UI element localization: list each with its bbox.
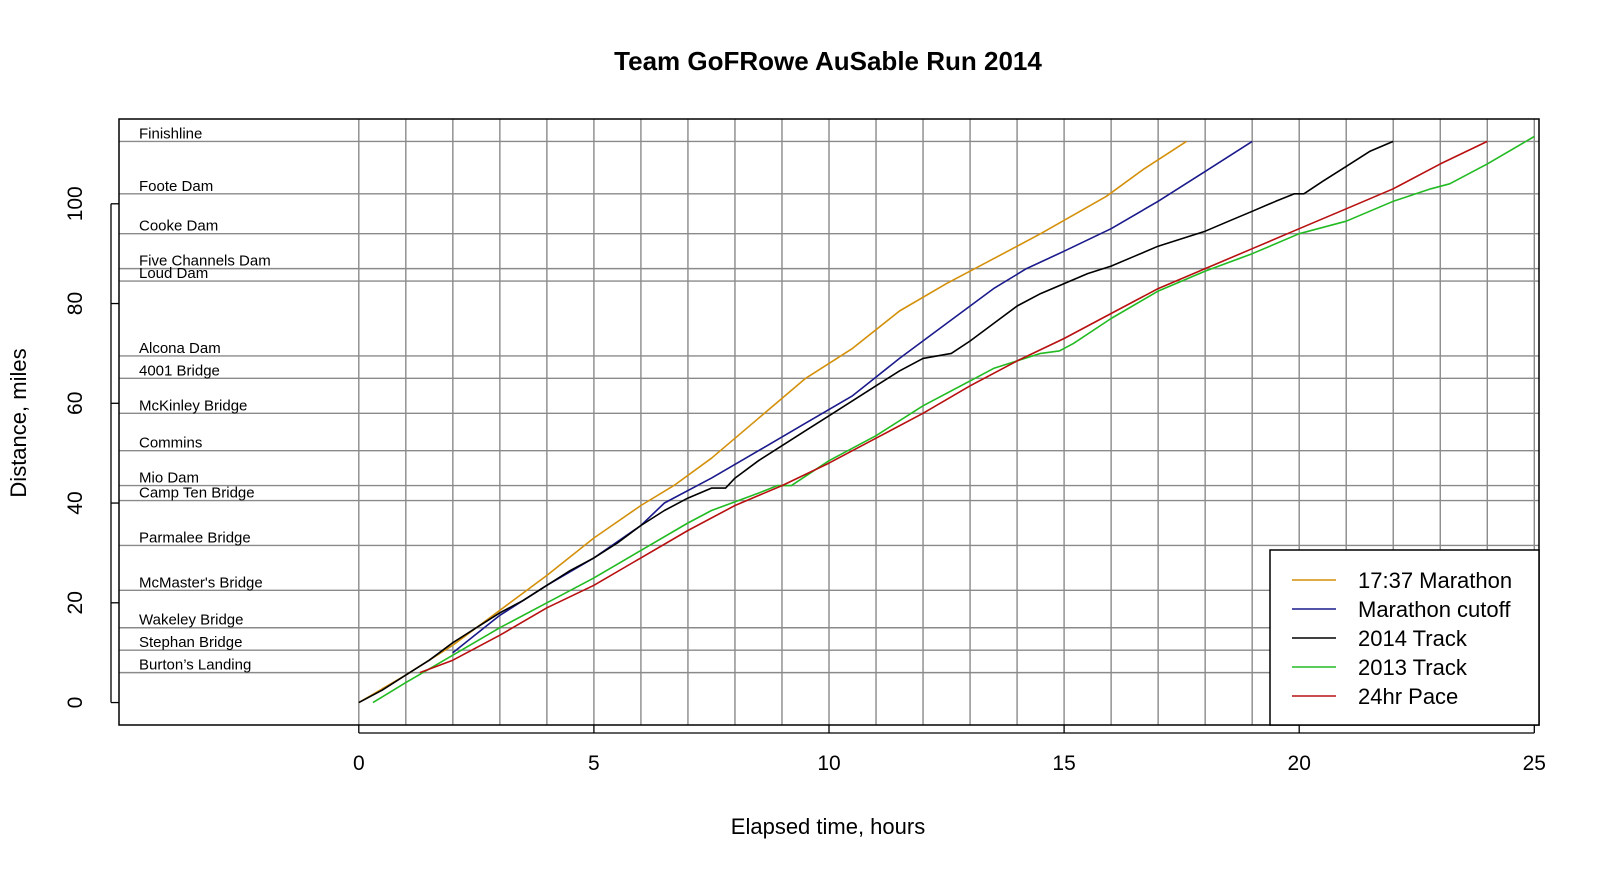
y-axis-ticks: 0 20 40 60 80 100 — [64, 186, 119, 708]
landmark-label: Commins — [139, 435, 202, 452]
landmark-label: McKinley Bridge — [139, 397, 247, 414]
landmark-label: McMaster's Bridge — [139, 574, 263, 591]
landmark-label: Alcona Dam — [139, 340, 221, 357]
legend-label: Marathon cutoff — [1358, 597, 1511, 622]
landmark-label: Camp Ten Bridge — [139, 485, 255, 502]
y-tick-label: 100 — [64, 186, 87, 221]
y-tick-label: 80 — [64, 292, 87, 315]
landmark-labels: Finishline Foote Dam Cooke Dam Five Channel… — [119, 125, 1539, 674]
legend-label: 17:37 Marathon — [1358, 568, 1512, 593]
y-tick-label: 0 — [64, 697, 87, 709]
landmark-label: Stephan Bridge — [139, 634, 242, 651]
landmark-label: Cooke Dam — [139, 218, 218, 235]
landmark-label: Burton’s Landing — [139, 657, 251, 674]
legend-label: 2014 Track — [1358, 626, 1468, 651]
series-line-3 — [358, 140, 1394, 704]
series-line-5 — [419, 140, 1488, 674]
x-tick-label: 25 — [1523, 752, 1546, 775]
landmark-label: Loud Dam — [139, 265, 208, 282]
y-tick-label: 60 — [64, 392, 87, 415]
legend-label: 24hr Pace — [1358, 684, 1458, 709]
landmark-label: Wakeley Bridge — [139, 612, 244, 629]
x-axis-label: Elapsed time, hours — [731, 814, 925, 839]
data-series — [358, 135, 1535, 704]
landmark-label: Finishline — [139, 125, 202, 142]
x-tick-label: 20 — [1288, 752, 1311, 775]
x-tick-label: 15 — [1052, 752, 1075, 775]
y-tick-label: 20 — [64, 591, 87, 614]
legend-label: 2013 Track — [1358, 655, 1468, 680]
landmark-label: Foote Dam — [139, 178, 213, 195]
legend: 17:37 Marathon Marathon cutoff 2014 Track 2… — [1269, 549, 1540, 726]
x-tick-label: 5 — [588, 752, 600, 775]
y-tick-label: 40 — [64, 491, 87, 514]
series-line-4 — [372, 135, 1535, 704]
chart-title: Team GoFRowe AuSable Run 2014 — [614, 46, 1042, 76]
x-axis-ticks: 0 5 10 15 20 25 — [353, 725, 1546, 775]
x-tick-label: 0 — [353, 752, 365, 775]
landmark-label: Parmalee Bridge — [139, 529, 251, 546]
landmark-label: Five Channels Dam — [139, 253, 271, 270]
x-tick-label: 10 — [817, 752, 840, 775]
y-axis-label: Distance, miles — [6, 348, 31, 497]
landmark-label: 4001 Bridge — [139, 362, 220, 379]
landmark-label: Mio Dam — [139, 470, 199, 487]
series-line-1 — [358, 140, 1187, 704]
